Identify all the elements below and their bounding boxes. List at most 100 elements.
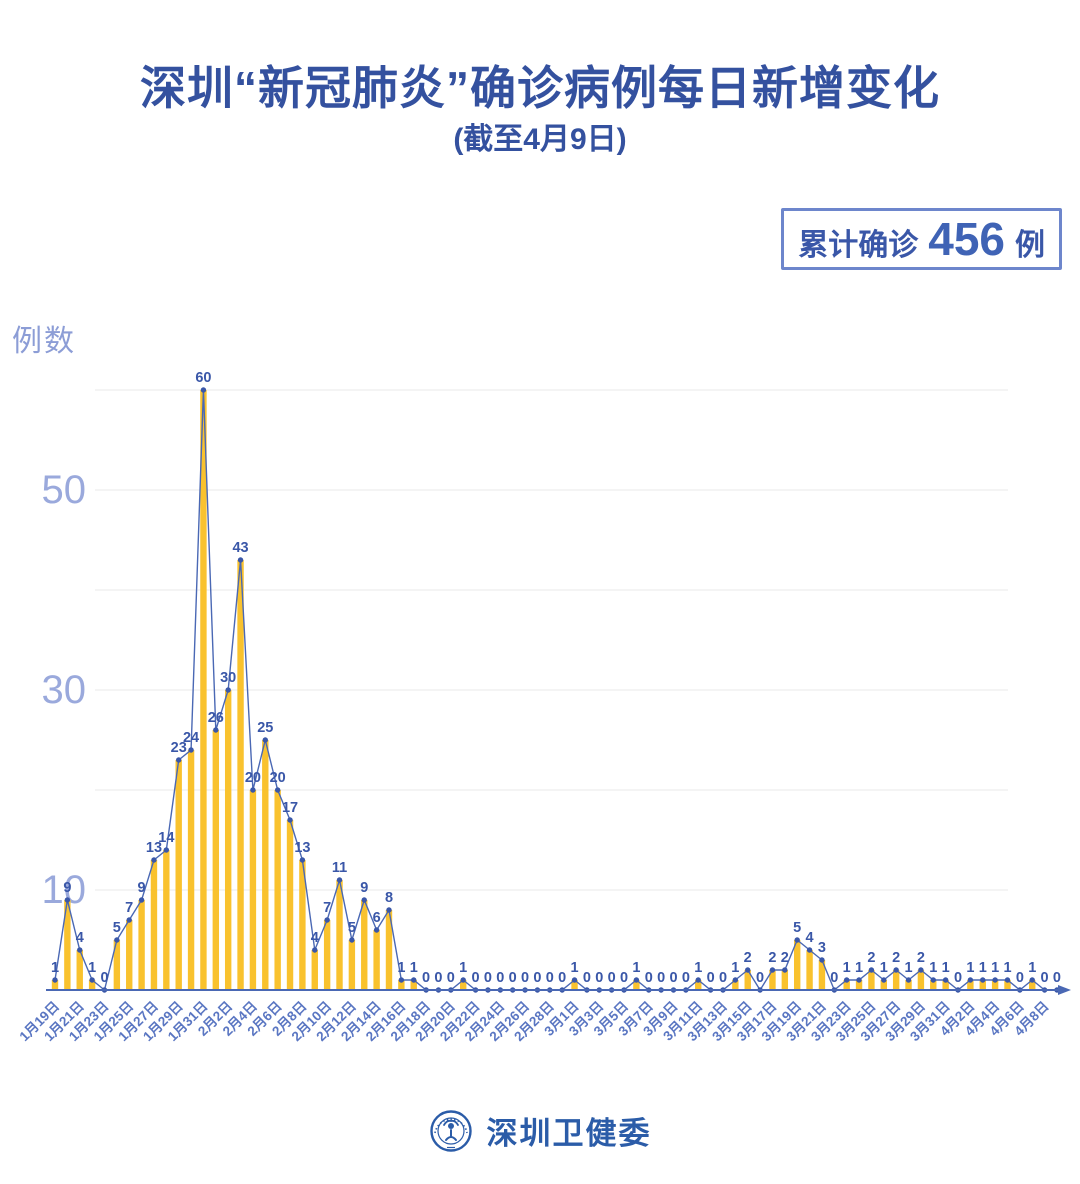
value-label: 1 xyxy=(880,960,888,976)
svg-text:50: 50 xyxy=(42,468,87,512)
value-label: 13 xyxy=(294,840,310,856)
value-label: 1 xyxy=(51,960,59,976)
data-point xyxy=(274,787,281,793)
value-label: 23 xyxy=(171,740,187,756)
bar xyxy=(794,940,801,990)
value-label: 9 xyxy=(138,880,146,896)
value-label: 4 xyxy=(806,930,814,946)
gridlines xyxy=(95,389,1008,891)
value-label: 11 xyxy=(332,860,347,876)
bar xyxy=(385,910,393,990)
bar xyxy=(905,980,912,990)
bar xyxy=(299,860,306,990)
value-label: 4 xyxy=(76,930,84,946)
bar xyxy=(249,790,257,990)
bar xyxy=(286,820,294,990)
value-label: 26 xyxy=(208,710,224,726)
data-point xyxy=(250,787,256,793)
value-label: 8 xyxy=(385,890,393,906)
bar xyxy=(138,900,145,990)
bar xyxy=(732,980,739,990)
bar xyxy=(224,690,232,990)
bar xyxy=(1004,980,1011,990)
value-label: 1 xyxy=(410,960,418,976)
bar xyxy=(200,390,207,990)
value-label: 4 xyxy=(311,930,319,946)
data-point xyxy=(942,977,949,983)
value-label: 5 xyxy=(348,920,356,936)
bar xyxy=(892,970,900,990)
data-point xyxy=(349,937,355,943)
data-point xyxy=(918,967,924,973)
value-label: 0 xyxy=(447,970,455,986)
value-label: 1 xyxy=(929,960,937,976)
bar xyxy=(51,980,59,990)
value-label: 0 xyxy=(521,970,529,986)
cumulative-badge: 累计确诊 456 例 xyxy=(781,208,1062,270)
data-point xyxy=(868,967,875,973)
data-point xyxy=(732,977,739,983)
data-point xyxy=(930,977,936,983)
bar xyxy=(163,850,170,990)
bar xyxy=(744,970,751,990)
bar xyxy=(868,970,875,990)
bar xyxy=(855,980,863,990)
data-point xyxy=(126,917,132,923)
badge-suffix: 例 xyxy=(1015,229,1045,262)
value-label: 0 xyxy=(496,970,504,986)
data-point xyxy=(262,737,268,743)
value-label: 9 xyxy=(360,880,368,896)
data-point xyxy=(336,877,343,883)
data-point xyxy=(151,857,157,863)
data-point xyxy=(398,977,405,983)
value-label: 6 xyxy=(373,910,381,926)
data-point xyxy=(819,957,825,963)
bar xyxy=(398,980,405,990)
org-name: 深圳卫健委 xyxy=(486,1116,652,1151)
value-label: 7 xyxy=(125,900,133,916)
value-label: 0 xyxy=(100,970,108,986)
y-axis-title: 例数 xyxy=(12,325,76,358)
value-label: 0 xyxy=(830,970,838,986)
data-point xyxy=(633,977,640,983)
bar xyxy=(373,930,380,990)
value-label: 1 xyxy=(694,960,702,976)
data-point xyxy=(237,557,244,563)
value-label: 2 xyxy=(744,950,752,966)
value-label: 2 xyxy=(768,950,776,966)
bar xyxy=(781,970,789,990)
bar xyxy=(979,980,986,990)
value-label: 9 xyxy=(63,880,71,896)
chart-area: 50 30 10 1 9 4 1 0 5 7 9 13 14 23 24 60 26 30 43 20 25 20 17 13… xyxy=(0,330,1080,1090)
bar xyxy=(150,860,158,990)
value-label: 0 xyxy=(954,970,962,986)
value-label: 1 xyxy=(855,960,863,976)
bar xyxy=(460,980,467,990)
data-point xyxy=(77,947,83,953)
data-point xyxy=(460,977,466,983)
bar xyxy=(880,980,887,990)
bar xyxy=(633,980,640,990)
data-point xyxy=(905,977,912,983)
value-label: 1 xyxy=(1003,960,1011,976)
data-point xyxy=(769,967,776,973)
value-label: 0 xyxy=(756,970,764,986)
bar xyxy=(262,740,269,990)
x-tick-labels: 1月19日1月21日1月23日1月25日1月27日1月29日1月31日2月2日2… xyxy=(16,999,1051,1045)
bar xyxy=(818,960,826,990)
y-tick-labels: 50 30 10 xyxy=(42,468,87,912)
value-label: 0 xyxy=(595,970,603,986)
value-label: 0 xyxy=(472,970,480,986)
data-point xyxy=(163,847,170,853)
value-label: 0 xyxy=(484,970,492,986)
data-point xyxy=(967,977,974,983)
bar xyxy=(126,920,133,990)
value-label: 2 xyxy=(892,950,900,966)
value-label: 24 xyxy=(183,730,199,746)
bar xyxy=(806,950,813,990)
value-label: 2 xyxy=(867,950,875,966)
value-label: 1 xyxy=(571,960,579,976)
value-label: 0 xyxy=(657,970,665,986)
data-point xyxy=(225,687,231,693)
value-label: 1 xyxy=(904,960,912,976)
